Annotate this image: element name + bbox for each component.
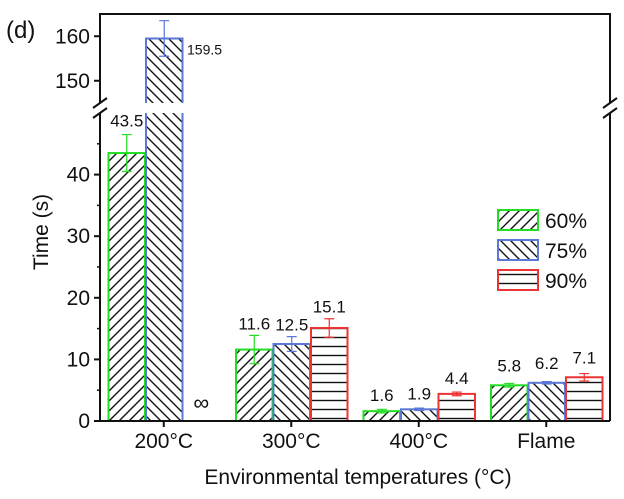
data-label: 4.4 — [445, 369, 469, 388]
bar — [490, 384, 529, 423]
panel-label: (d) — [6, 17, 35, 44]
data-label: 159.5 — [187, 41, 222, 57]
error-bar — [121, 133, 132, 173]
error-bar — [579, 372, 590, 382]
data-label: 1.6 — [370, 386, 394, 405]
data-label: 11.6 — [238, 314, 270, 333]
error-bar — [451, 391, 462, 397]
x-tick-label: 400°C — [389, 430, 448, 453]
bar — [310, 326, 349, 423]
axis-break-mark — [602, 97, 618, 119]
y-tick-label: 20 — [67, 287, 90, 310]
legend: 60% 75% 90% — [497, 209, 587, 293]
bar-fill — [146, 113, 183, 421]
error-bar — [249, 334, 260, 365]
error-bar — [414, 407, 425, 412]
x-axis-title: Environmental temperatures (°C) — [204, 466, 511, 489]
y-tick-label: 160 — [55, 25, 90, 48]
plot-area: 43.5 11.6 1.6 5.8 159.5 12.5 1.9 6.2 15.1 4.4 7.1 ∞… — [55, 13, 618, 453]
legend-label: 60% — [545, 210, 587, 233]
data-label: 12.5 — [275, 316, 308, 335]
error-bar — [504, 382, 515, 388]
infinity-annotation: ∞ — [193, 390, 209, 415]
bar — [272, 343, 311, 422]
error-bar — [159, 20, 170, 57]
y-tick-label: 30 — [67, 225, 90, 248]
data-label: 7.1 — [572, 348, 596, 367]
axis-break-mark — [92, 97, 108, 119]
error-bar — [324, 318, 335, 338]
bar — [437, 392, 476, 422]
y-tick-label: 40 — [67, 164, 90, 187]
x-tick-label: 300°C — [262, 430, 321, 453]
bar — [107, 152, 146, 422]
legend-swatch — [497, 239, 539, 261]
bar — [527, 381, 566, 423]
x-tick-label: 200°C — [134, 430, 193, 453]
error-bar — [286, 336, 297, 352]
x-tick-label: Flame — [517, 430, 575, 453]
data-label: 43.5 — [110, 112, 143, 131]
legend-swatch — [497, 209, 539, 231]
legend-label: 90% — [545, 270, 587, 293]
data-label: 5.8 — [497, 356, 521, 375]
data-label: 15.1 — [313, 298, 346, 317]
bar-outline — [145, 113, 184, 421]
error-bar — [376, 408, 387, 414]
error-bar — [541, 380, 552, 385]
data-label: 1.9 — [407, 384, 431, 403]
legend-swatch — [497, 269, 539, 291]
bar — [565, 376, 604, 423]
y-tick-label: 0 — [78, 410, 90, 433]
data-label: 6.2 — [535, 354, 559, 373]
y-tick-label: 150 — [55, 70, 90, 93]
legend-label: 75% — [545, 240, 587, 263]
y-axis-title: Time (s) — [30, 194, 53, 270]
y-tick-label: 10 — [67, 348, 90, 371]
